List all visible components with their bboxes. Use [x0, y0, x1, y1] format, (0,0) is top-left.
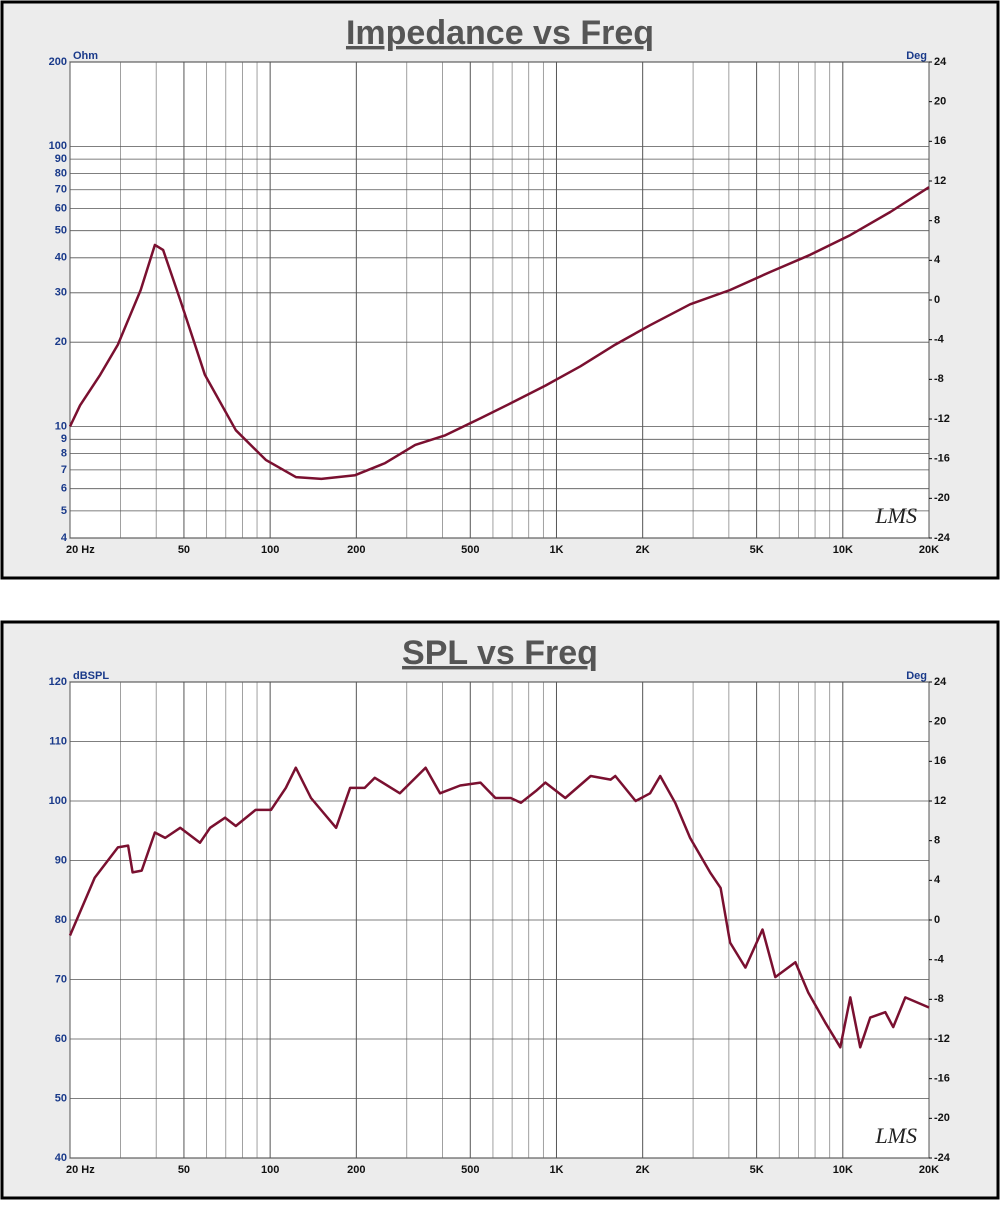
x-tick-label: 2K	[636, 544, 650, 556]
y2-tick-label: 8	[934, 215, 940, 227]
y-tick-label: 8	[61, 448, 67, 460]
y-tick-label: 100	[49, 140, 67, 152]
x-tick-label: 20K	[919, 1164, 939, 1176]
y2-tick-label: -24	[934, 1152, 951, 1164]
y2-tick-label: -20	[934, 492, 950, 504]
x-tick-label: 20K	[919, 544, 939, 556]
x-tick-label: 20 Hz	[66, 544, 95, 556]
y2-tick-label: -12	[934, 1033, 950, 1045]
y2-tick-label: -16	[934, 1073, 950, 1085]
x-tick-label: 100	[261, 544, 279, 556]
chart-title: SPL vs Freq	[402, 634, 598, 672]
curve	[68, 766, 930, 1049]
y-tick-label: 60	[55, 202, 67, 214]
curve	[68, 186, 930, 481]
y2-tick-label: -8	[934, 373, 944, 385]
y2-tick-label: 12	[934, 175, 946, 187]
y-tick-label: 90	[55, 854, 67, 866]
y-tick-label: 9	[61, 433, 67, 445]
x-tick-label: 5K	[750, 544, 764, 556]
watermark: LMS	[874, 503, 917, 528]
y-tick-label: 30	[55, 287, 67, 299]
plot-area	[69, 61, 930, 539]
y-tick-label: 10	[55, 420, 67, 432]
x-tick-label: 200	[347, 1164, 365, 1176]
y2-tick-label: 20	[934, 716, 946, 728]
y-tick-label: 20	[55, 336, 67, 348]
x-tick-label: 50	[178, 1164, 190, 1176]
y2-axis-label: Deg	[906, 670, 927, 682]
y-tick-label: 6	[61, 483, 67, 495]
chart-title: Impedance vs Freq	[346, 14, 654, 52]
y2-tick-label: -8	[934, 993, 944, 1005]
y2-axis-label: Deg	[906, 50, 927, 62]
y-tick-label: 80	[55, 914, 67, 926]
y2-tick-label: 24	[934, 56, 947, 68]
x-tick-label: 20 Hz	[66, 1164, 95, 1176]
watermark: LMS	[874, 1123, 917, 1148]
y2-tick-label: 4	[934, 874, 941, 886]
y-tick-label: 40	[55, 252, 67, 264]
y-tick-label: 80	[55, 167, 67, 179]
y2-tick-label: -16	[934, 453, 950, 465]
y2-tick-label: -12	[934, 413, 950, 425]
y2-tick-label: 0	[934, 914, 940, 926]
y-tick-label: 120	[49, 676, 67, 688]
y-tick-label: 4	[61, 532, 68, 544]
y2-tick-label: 16	[934, 755, 946, 767]
y-axis-label: Ohm	[73, 50, 98, 62]
x-tick-label: 500	[461, 1164, 479, 1176]
x-tick-label: 100	[261, 1164, 279, 1176]
y-axis-label: dBSPL	[73, 670, 109, 682]
x-tick-label: 2K	[636, 1164, 650, 1176]
y2-tick-label: -24	[934, 532, 951, 544]
x-tick-label: 1K	[549, 1164, 563, 1176]
y2-tick-label: -4	[934, 334, 945, 346]
y2-tick-label: 0	[934, 294, 940, 306]
x-tick-label: 50	[178, 544, 190, 556]
y-tick-label: 90	[55, 153, 67, 165]
y2-tick-label: 16	[934, 135, 946, 147]
y-tick-label: 5	[61, 505, 67, 517]
y-tick-label: 110	[49, 735, 67, 747]
y2-tick-label: 8	[934, 835, 940, 847]
y-tick-label: 60	[55, 1033, 67, 1045]
x-tick-label: 1K	[549, 544, 563, 556]
x-tick-label: 500	[461, 544, 479, 556]
x-tick-label: 10K	[833, 544, 853, 556]
y-tick-label: 50	[55, 1092, 67, 1104]
y-tick-label: 7	[61, 464, 67, 476]
y2-tick-label: -20	[934, 1112, 950, 1124]
x-tick-label: 200	[347, 544, 365, 556]
y-tick-label: 40	[55, 1152, 67, 1164]
y2-tick-label: 24	[934, 676, 947, 688]
y2-tick-label: 20	[934, 96, 946, 108]
y-tick-label: 100	[49, 795, 67, 807]
y-tick-label: 70	[55, 973, 67, 985]
x-tick-label: 5K	[750, 1164, 764, 1176]
y2-tick-label: 12	[934, 795, 946, 807]
y2-tick-label: 4	[934, 254, 941, 266]
y-tick-label: 70	[55, 184, 67, 196]
y2-tick-label: -4	[934, 954, 945, 966]
y-tick-label: 200	[49, 56, 67, 68]
y-tick-label: 50	[55, 225, 67, 237]
x-tick-label: 10K	[833, 1164, 853, 1176]
